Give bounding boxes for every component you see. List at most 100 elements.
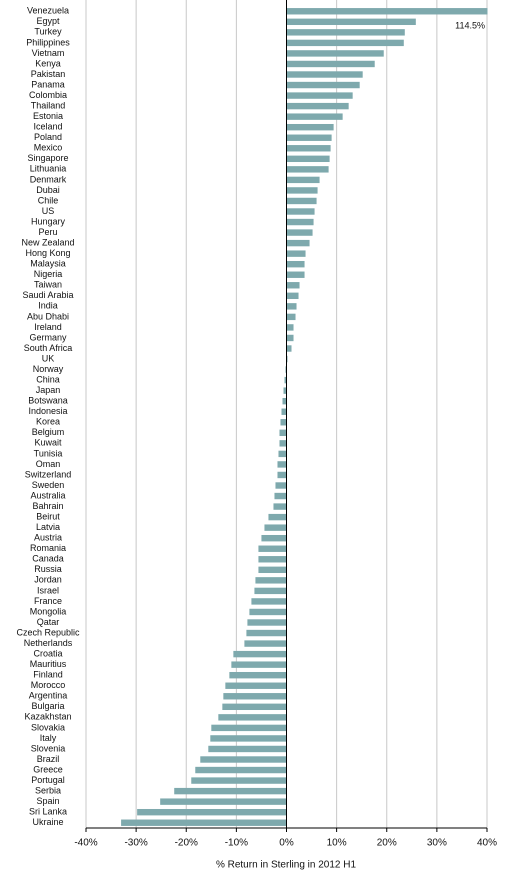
bar [286, 71, 363, 78]
bar [286, 81, 360, 89]
y-tick-label: Egypt [36, 16, 60, 26]
bar [251, 598, 287, 605]
y-tick-label: Botswana [28, 396, 68, 406]
x-tick-label: -30% [124, 838, 147, 849]
y-tick-label: Slovakia [31, 722, 65, 732]
bar [286, 92, 353, 99]
bar [286, 271, 305, 278]
bar [286, 102, 349, 110]
bar [246, 629, 287, 637]
y-tick-label: Romania [30, 543, 66, 553]
y-tick-label: Slovenia [31, 743, 66, 753]
bar [286, 187, 318, 194]
bar [285, 366, 287, 373]
y-tick-label: Iceland [33, 122, 62, 132]
bar [286, 39, 404, 47]
bar [225, 682, 287, 689]
bar [286, 292, 299, 300]
y-tick-label: Nigeria [34, 269, 63, 279]
y-tick-label: China [36, 374, 60, 384]
bar [281, 408, 287, 415]
bar [278, 450, 287, 458]
bar [277, 461, 287, 468]
y-tick-label: Philippines [26, 37, 70, 47]
y-tick-label: Peru [38, 227, 57, 237]
bar [231, 661, 287, 668]
y-tick-label: Abu Dhabi [27, 311, 69, 321]
y-tick-label: Panama [31, 79, 65, 89]
bar [286, 123, 334, 131]
y-tick-label: Colombia [29, 90, 67, 100]
x-tick-label: 20% [377, 838, 397, 849]
y-tick-label: Malaysia [30, 259, 66, 269]
bar [286, 155, 330, 163]
y-tick-label: Bulgaria [31, 701, 64, 711]
y-tick-label: India [38, 301, 58, 311]
bar [286, 176, 320, 184]
y-tick-label: Lithuania [30, 164, 67, 174]
y-tick-label: Netherlands [24, 638, 73, 648]
bar [268, 513, 287, 521]
y-tick-label: UK [42, 353, 55, 363]
y-tick-label: Oman [36, 459, 61, 469]
y-tick-label: Argentina [29, 691, 68, 701]
y-tick-label: Saudi Arabia [22, 290, 73, 300]
bar [286, 355, 288, 363]
y-tick-label: Beirut [36, 511, 60, 521]
bar [137, 808, 287, 816]
bar [286, 345, 292, 352]
y-tick-label: New Zealand [21, 237, 74, 247]
bars [121, 8, 488, 826]
x-tick-label: 10% [327, 838, 347, 849]
y-tick-label: Mongolia [30, 606, 67, 616]
bar [286, 60, 375, 68]
bar [121, 819, 287, 826]
y-tick-label: Taiwan [34, 280, 62, 290]
x-tick-label: -20% [175, 838, 198, 849]
y-tick-label: Mexico [34, 143, 63, 153]
bar [286, 260, 305, 268]
y-tick-label: Turkey [34, 27, 62, 37]
y-tick-label: Hong Kong [25, 248, 70, 258]
bar [286, 324, 294, 331]
y-tick-label: Belgium [32, 427, 65, 437]
y-tick-label: Germany [29, 332, 67, 342]
y-tick-label: Singapore [27, 153, 68, 163]
y-tick-label: Mauritius [30, 659, 67, 669]
y-tick-label: Venezuela [27, 6, 69, 16]
bar [233, 650, 287, 658]
y-tick-label: Ukraine [32, 817, 63, 827]
bar [258, 545, 287, 552]
x-tick-label: 40% [477, 838, 497, 849]
x-axis-label: % Return in Sterling in 2012 H1 [216, 860, 357, 871]
y-tick-label: Latvia [36, 522, 60, 532]
bar [286, 208, 315, 215]
bar [255, 577, 287, 584]
bar [261, 534, 287, 542]
y-tick-label: Hungary [31, 216, 66, 226]
bar [280, 419, 287, 426]
bar [286, 197, 317, 205]
bar [174, 787, 287, 795]
bar [274, 492, 287, 500]
data-label: 114.5% [455, 20, 485, 30]
bar [286, 218, 314, 226]
bar [223, 693, 287, 700]
y-tick-label: Dubai [36, 185, 60, 195]
bar [286, 303, 297, 310]
bar [195, 766, 287, 774]
y-tick-label: Sweden [32, 480, 65, 490]
y-tick-label: Israel [37, 585, 59, 595]
bar [286, 145, 331, 152]
y-tick-label: Finland [33, 670, 63, 680]
bar [191, 777, 287, 784]
y-tick-label: Thailand [31, 100, 66, 110]
bar [286, 239, 310, 247]
y-tick-label: Jordan [34, 575, 62, 585]
y-tick-label: Kuwait [34, 438, 62, 448]
y-tick-label: Vietnam [32, 48, 65, 58]
labels: -40% -30% -20% -10% 0% 10% 20% 30% 40% Venezuela 1… [16, 0, 497, 849]
y-tick-label: Italy [40, 733, 57, 743]
y-tick-label: Austria [34, 533, 62, 543]
